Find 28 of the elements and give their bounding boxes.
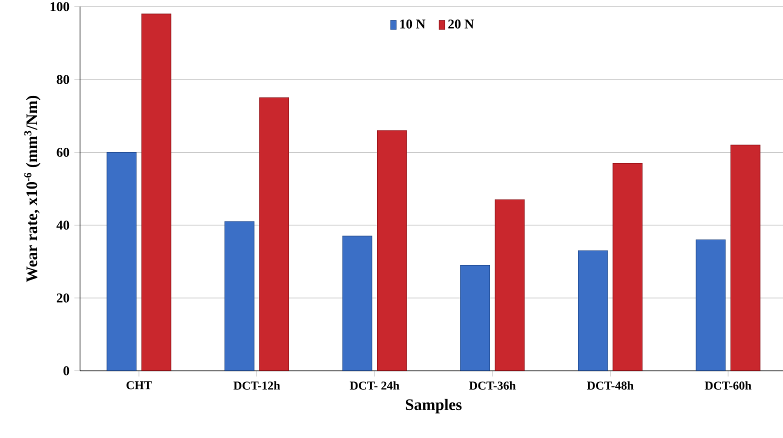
y-tick-label: 60 [56, 148, 70, 158]
bar [106, 152, 137, 372]
legend-label: 10 N [400, 20, 426, 29]
y-tick-label: 100 [50, 2, 70, 12]
y-tick-label: 40 [56, 220, 70, 230]
bar [342, 236, 372, 372]
y-tick-label: 20 [56, 294, 70, 303]
x-tick-label: DCT- 24h [350, 381, 400, 390]
bar [377, 130, 407, 372]
bar [494, 200, 525, 372]
bar [730, 145, 760, 372]
x-tick-label: DCT-60h [704, 381, 752, 390]
bar [578, 250, 608, 372]
bar [259, 98, 290, 372]
bar [141, 14, 172, 372]
x-axis-title: Samples [406, 399, 462, 414]
bar [224, 221, 254, 372]
legend-label: 20 N [448, 20, 474, 29]
y-tick-label: 80 [56, 75, 70, 84]
y-tick-label: 0 [63, 366, 70, 376]
y-axis-title: Wear rate, x10$^{-6}$ (mm$^{3}$/Nm) [24, 96, 40, 282]
bar [696, 240, 726, 372]
x-tick-label: DCT-36h [469, 381, 516, 390]
x-tick-label: DCT-48h [587, 381, 634, 390]
x-tick-label: CHT [126, 381, 152, 390]
bar [460, 265, 490, 372]
bar [612, 163, 643, 372]
x-tick-label: DCT-12h [234, 381, 280, 390]
